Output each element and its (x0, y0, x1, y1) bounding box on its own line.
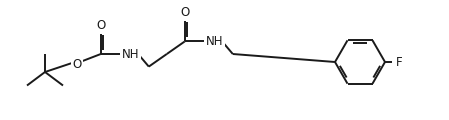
Text: NH: NH (206, 35, 224, 48)
Text: O: O (96, 19, 106, 32)
Text: O: O (180, 6, 189, 19)
Text: O: O (72, 57, 82, 71)
Text: F: F (396, 55, 402, 69)
Text: NH: NH (122, 48, 140, 60)
